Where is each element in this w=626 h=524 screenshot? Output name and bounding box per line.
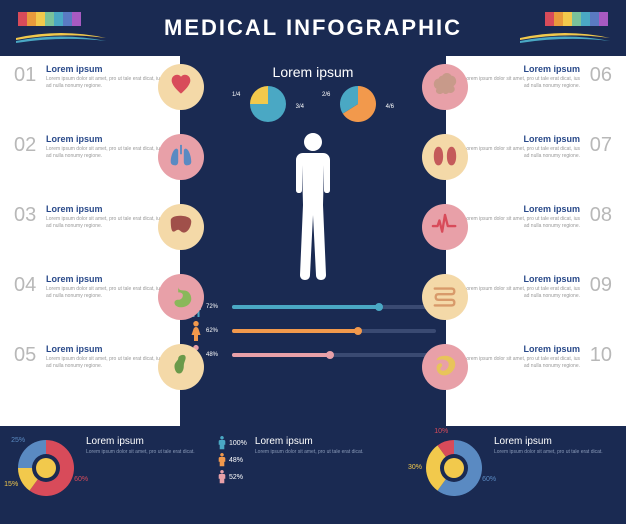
item-number: 07	[586, 134, 612, 198]
item-number: 05	[14, 344, 40, 408]
list-item: 06 Lorem ipsum Lorem ipsum dolor sit amet,…	[460, 64, 612, 128]
item-title: Lorem ipsum	[46, 344, 166, 354]
footer-column: 60%30%10% Lorem ipsum Lorem ipsum dolor si…	[422, 436, 612, 514]
footer-body: Lorem ipsum dolor sit amet, pro ut tale …	[255, 449, 408, 456]
donut-label: 60%	[482, 476, 496, 483]
donut-chart: 60%15%25%	[14, 436, 78, 505]
donut-label: 30%	[408, 464, 422, 471]
item-title: Lorem ipsum	[460, 344, 580, 354]
footer-body: Lorem ipsum dolor sit amet, pro ut tale …	[494, 449, 612, 456]
center-bars: 72% 62% 48%	[190, 297, 436, 365]
list-item: 08 Lorem ipsum Lorem ipsum dolor sit amet,…	[460, 204, 612, 268]
item-number: 06	[586, 64, 612, 128]
list-item: 09 Lorem ipsum Lorem ipsum dolor sit amet,…	[460, 274, 612, 338]
item-title: Lorem ipsum	[46, 64, 166, 74]
item-body: Lorem ipsum dolor sit amet, pro ut tale …	[460, 356, 580, 369]
lungs-icon	[158, 134, 204, 180]
people-stat: 52%	[218, 470, 247, 484]
heart-icon	[158, 64, 204, 110]
progress-bar: 72%	[190, 297, 436, 317]
page-title: MEDICAL INFOGRAPHIC	[164, 15, 462, 41]
item-title: Lorem ipsum	[460, 274, 580, 284]
item-number: 08	[586, 204, 612, 268]
item-number: 02	[14, 134, 40, 198]
item-body: Lorem ipsum dolor sit amet, pro ut tale …	[460, 146, 580, 159]
item-number: 04	[14, 274, 40, 338]
bar-label: 48%	[206, 352, 228, 358]
gallbladder-icon	[158, 344, 204, 390]
list-item: 04 Lorem ipsum Lorem ipsum dolor sit amet,…	[14, 274, 166, 338]
donut-label: 25%	[11, 437, 25, 444]
item-title: Lorem ipsum	[46, 134, 166, 144]
list-item: 10 Lorem ipsum Lorem ipsum dolor sit amet,…	[460, 344, 612, 408]
kidneys-icon	[422, 134, 468, 180]
person-icon	[218, 453, 226, 467]
body-silhouette-icon	[283, 133, 343, 293]
right-column: 06 Lorem ipsum Lorem ipsum dolor sit amet,…	[446, 56, 626, 426]
item-title: Lorem ipsum	[460, 204, 580, 214]
donut-label: 10%	[434, 428, 448, 435]
item-body: Lorem ipsum dolor sit amet, pro ut tale …	[46, 286, 166, 299]
item-title: Lorem ipsum	[460, 64, 580, 74]
item-body: Lorem ipsum dolor sit amet, pro ut tale …	[46, 216, 166, 229]
footer-column: 100% 48% 52% Lorem ipsum Lorem ipsum dolor s…	[218, 436, 408, 514]
progress-bar: 62%	[190, 321, 436, 341]
item-body: Lorem ipsum dolor sit amet, pro ut tale …	[46, 356, 166, 369]
donut-chart: 60%30%10%	[422, 436, 486, 505]
swoosh-left-icon	[16, 28, 106, 48]
pie-chart: 2/64/6	[338, 84, 378, 129]
pulse-icon	[422, 204, 468, 250]
item-number: 01	[14, 64, 40, 128]
bar-label: 72%	[206, 304, 228, 310]
pie-chart: 1/43/4	[248, 84, 288, 129]
item-body: Lorem ipsum dolor sit amet, pro ut tale …	[460, 286, 580, 299]
brain-icon	[422, 64, 468, 110]
list-item: 05 Lorem ipsum Lorem ipsum dolor sit amet,…	[14, 344, 166, 408]
person-icon	[218, 436, 226, 450]
stomach-icon	[158, 274, 204, 320]
footer-body: Lorem ipsum dolor sit amet, pro ut tale …	[86, 449, 204, 456]
liver-icon	[158, 204, 204, 250]
item-number: 10	[586, 344, 612, 408]
donut-label: 15%	[4, 481, 18, 488]
item-body: Lorem ipsum dolor sit amet, pro ut tale …	[460, 216, 580, 229]
people-stat: 48%	[218, 453, 247, 467]
header: MEDICAL INFOGRAPHIC	[0, 0, 626, 56]
item-body: Lorem ipsum dolor sit amet, pro ut tale …	[46, 76, 166, 89]
swoosh-right-icon	[520, 28, 610, 48]
female-icon	[190, 321, 202, 341]
spleen-icon	[422, 344, 468, 390]
stripes-left	[18, 12, 81, 26]
footer-column: 60%15%25% Lorem ipsum Lorem ipsum dolor si…	[14, 436, 204, 514]
item-title: Lorem ipsum	[46, 274, 166, 284]
person-icon	[218, 470, 226, 484]
item-body: Lorem ipsum dolor sit amet, pro ut tale …	[46, 146, 166, 159]
list-item: 03 Lorem ipsum Lorem ipsum dolor sit amet,…	[14, 204, 166, 268]
bar-label: 62%	[206, 328, 228, 334]
left-column: 01 Lorem ipsum Lorem ipsum dolor sit amet,…	[0, 56, 180, 426]
footer: 60%15%25%Lorem ipsumLorem ipsum dolor si…	[0, 426, 626, 524]
center-pies: 1/43/4 2/64/6	[190, 84, 436, 129]
list-item: 01 Lorem ipsum Lorem ipsum dolor sit amet,…	[14, 64, 166, 128]
stripes-right	[545, 12, 608, 26]
item-title: Lorem ipsum	[46, 204, 166, 214]
list-item: 07 Lorem ipsum Lorem ipsum dolor sit amet,…	[460, 134, 612, 198]
item-body: Lorem ipsum dolor sit amet, pro ut tale …	[460, 76, 580, 89]
donut-label: 60%	[74, 476, 88, 483]
item-title: Lorem ipsum	[460, 134, 580, 144]
people-stat: 100%	[218, 436, 247, 450]
intestine-icon	[422, 274, 468, 320]
progress-bar: 48%	[190, 345, 436, 365]
list-item: 02 Lorem ipsum Lorem ipsum dolor sit amet,…	[14, 134, 166, 198]
main: 01 Lorem ipsum Lorem ipsum dolor sit amet,…	[0, 56, 626, 426]
item-number: 03	[14, 204, 40, 268]
item-number: 09	[586, 274, 612, 338]
center-panel: Lorem ipsum 1/43/4 2/64/6 72% 62% 48%	[180, 56, 446, 426]
footer-title: Lorem ipsum	[255, 436, 408, 447]
footer-title: Lorem ipsum	[86, 436, 204, 447]
center-title: Lorem ipsum	[190, 64, 436, 80]
footer-title: Lorem ipsum	[494, 436, 612, 447]
